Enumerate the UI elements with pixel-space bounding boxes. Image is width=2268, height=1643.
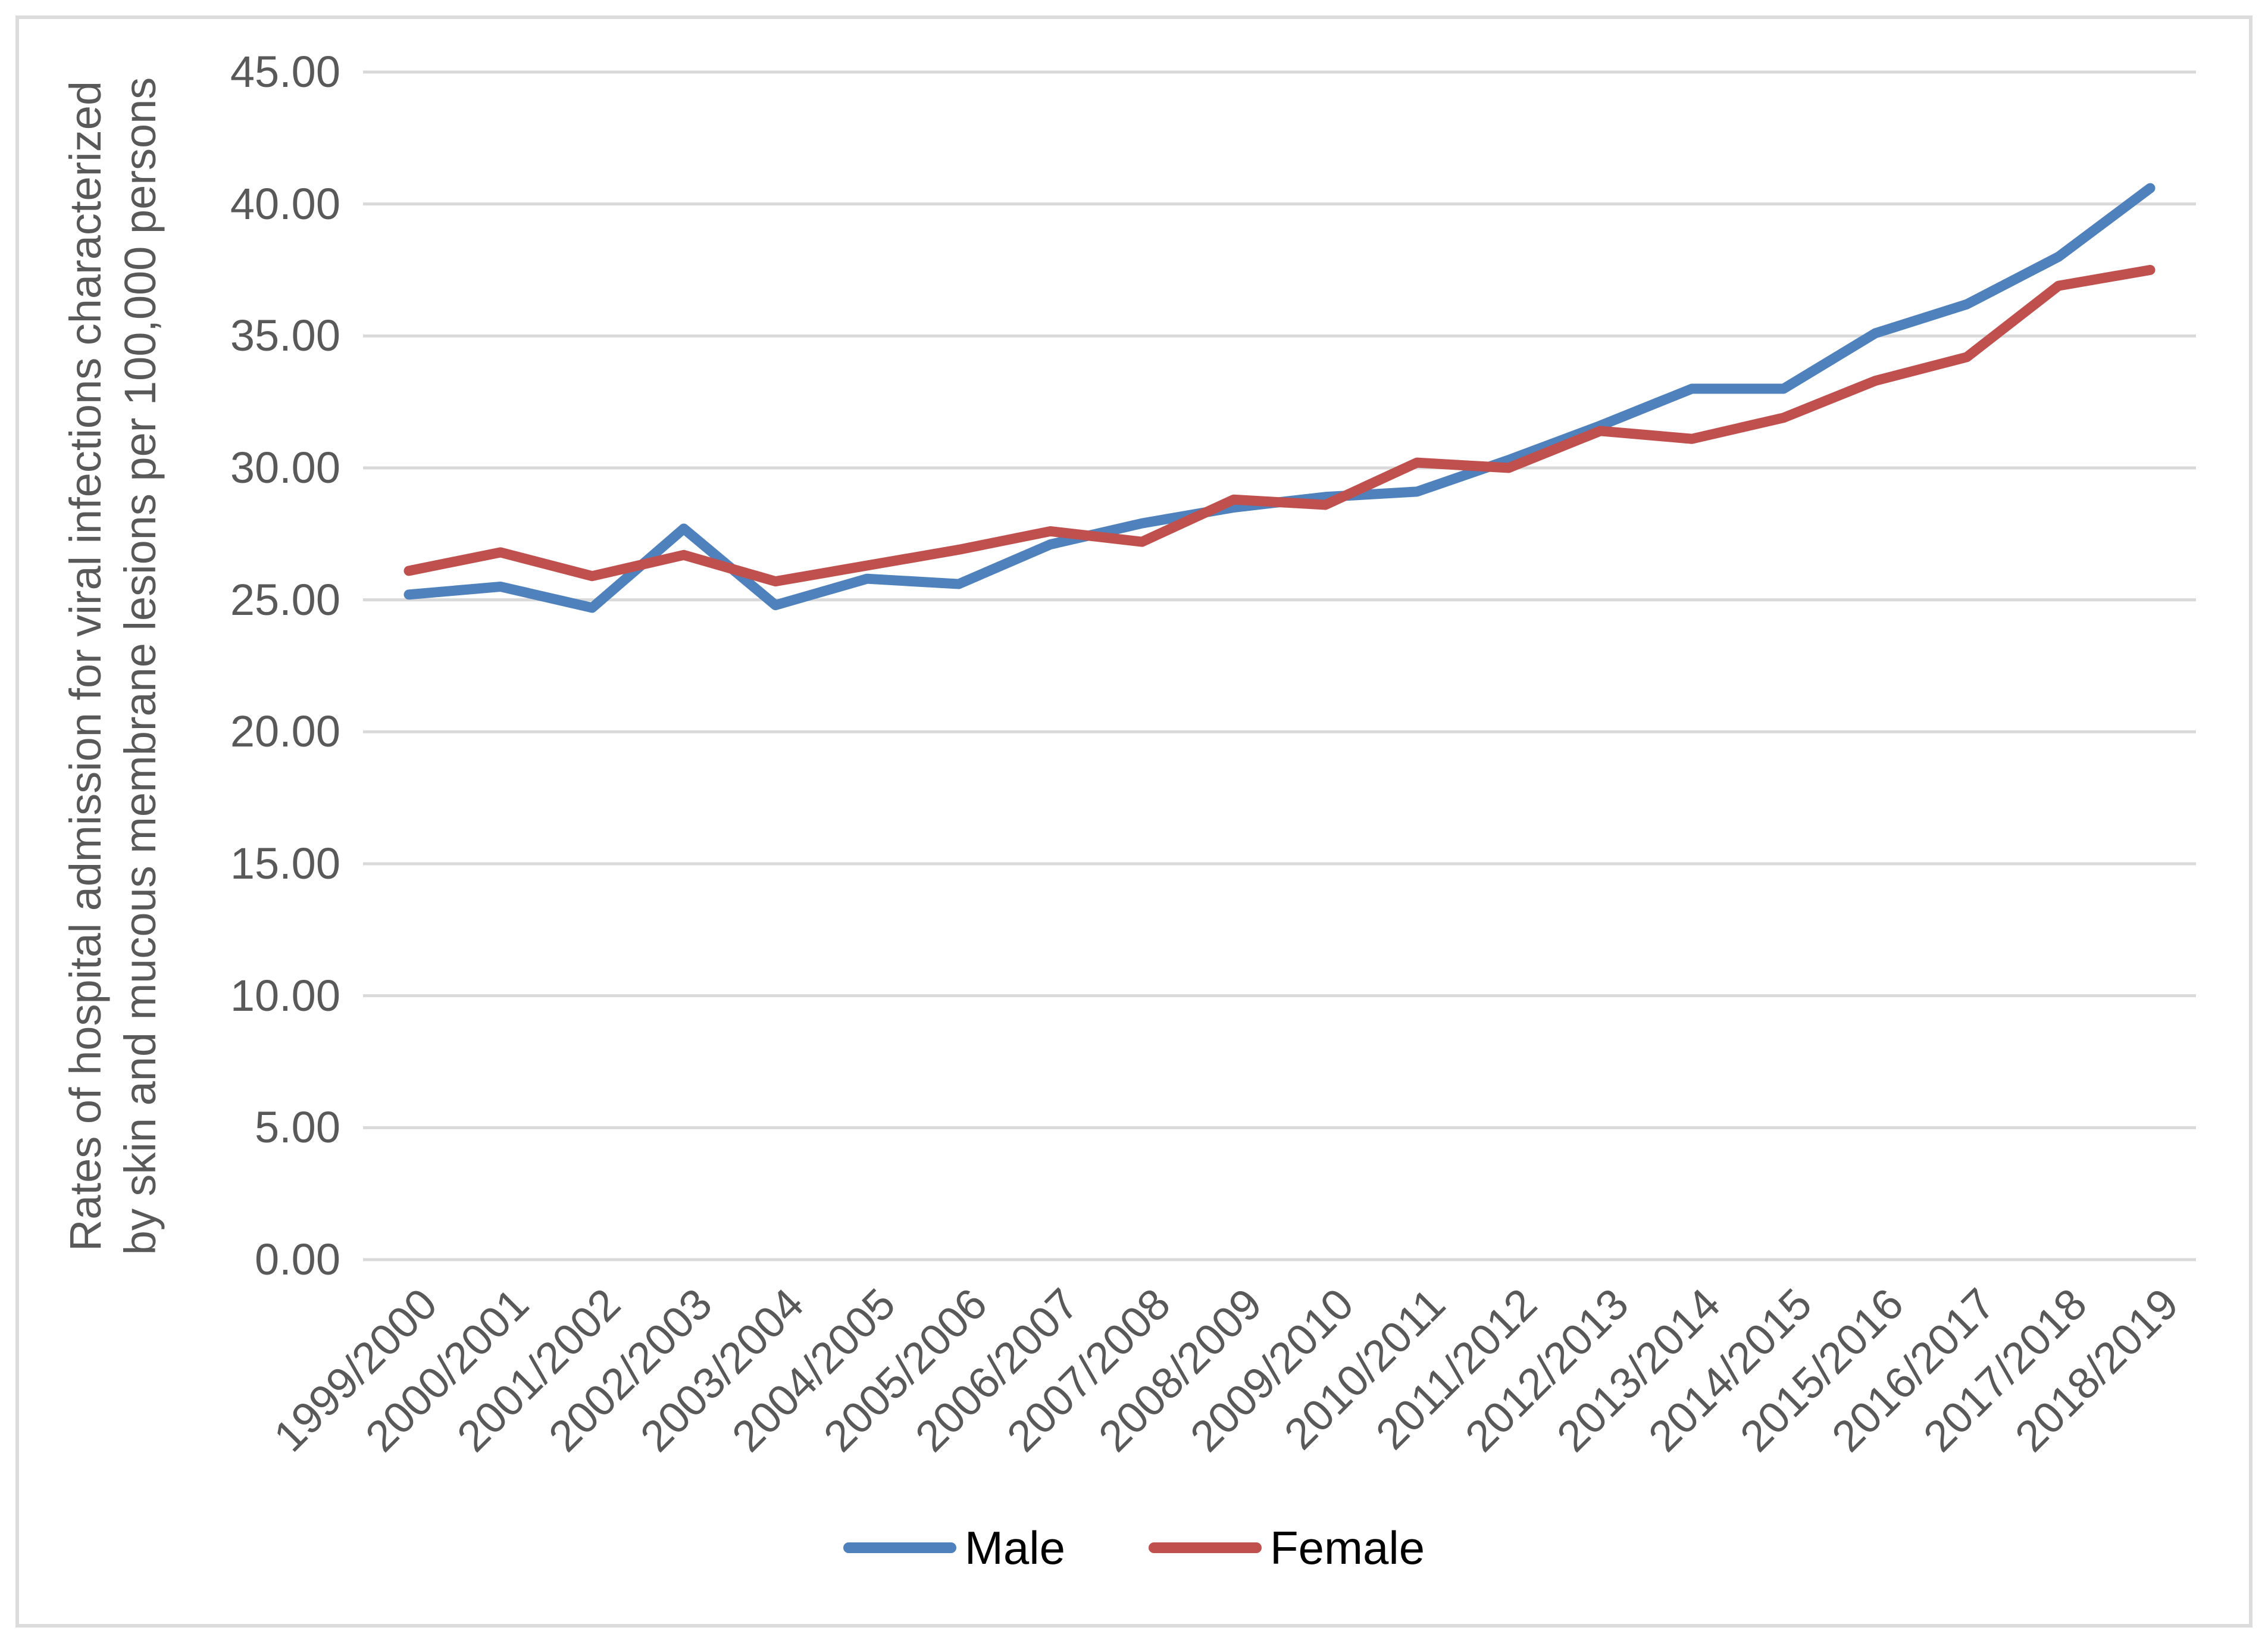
y-tick-label: 0.00 (254, 1235, 340, 1284)
legend-label-female: Female (1269, 1522, 1425, 1574)
y-tick-label: 40.00 (230, 179, 340, 229)
y-tick-label: 15.00 (230, 839, 340, 888)
y-tick-label: 35.00 (230, 311, 340, 361)
y-axis-title-line1: Rates of hospital admission for viral in… (61, 80, 110, 1251)
legend-swatch-female (1148, 1542, 1262, 1553)
male-line (403, 183, 2156, 613)
y-tick-label: 30.00 (230, 443, 340, 492)
y-axis-title: Rates of hospital admission for viral in… (58, 77, 168, 1255)
y-tick-label: 20.00 (230, 707, 340, 757)
legend-item-female: Female (1148, 1521, 1425, 1575)
chart-legend: Male Female (0, 1512, 2268, 1583)
y-tick-label: 25.00 (230, 574, 340, 624)
legend-label-male: Male (964, 1522, 1065, 1574)
y-tick-label: 10.00 (230, 970, 340, 1020)
y-tick-label: 45.00 (230, 47, 340, 96)
legend-item-male: Male (843, 1521, 1065, 1575)
y-axis-title-line2: by skin and mucous membrane lesions per … (115, 77, 165, 1255)
legend-swatch-male (843, 1542, 956, 1553)
y-tick-label: 5.00 (254, 1102, 340, 1152)
figure-border (15, 15, 2253, 1628)
female-line (403, 265, 2156, 587)
